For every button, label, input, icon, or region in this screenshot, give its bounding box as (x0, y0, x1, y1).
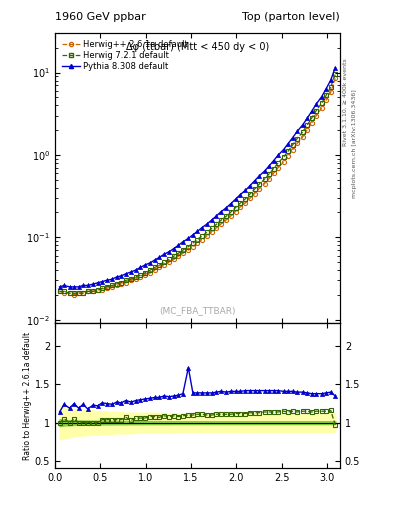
Legend: Herwig++ 2.6.1a default, Herwig 7.2.1 default, Pythia 8.308 default: Herwig++ 2.6.1a default, Herwig 7.2.1 de… (59, 37, 191, 74)
Text: mcplots.cern.ch [arXiv:1306.3436]: mcplots.cern.ch [arXiv:1306.3436] (352, 89, 357, 198)
Text: Δφ (t̅tbar) (Mtt < 450 dy < 0): Δφ (t̅tbar) (Mtt < 450 dy < 0) (126, 42, 269, 52)
Text: 1960 GeV ppbar: 1960 GeV ppbar (55, 11, 146, 22)
Text: (MC_FBA_TTBAR): (MC_FBA_TTBAR) (159, 306, 236, 315)
Text: Top (parton level): Top (parton level) (242, 11, 340, 22)
Y-axis label: Ratio to Herwig++ 2.6.1a default: Ratio to Herwig++ 2.6.1a default (23, 332, 32, 460)
Text: Rivet 3.1.10, ≥ 400k events: Rivet 3.1.10, ≥ 400k events (343, 58, 348, 146)
